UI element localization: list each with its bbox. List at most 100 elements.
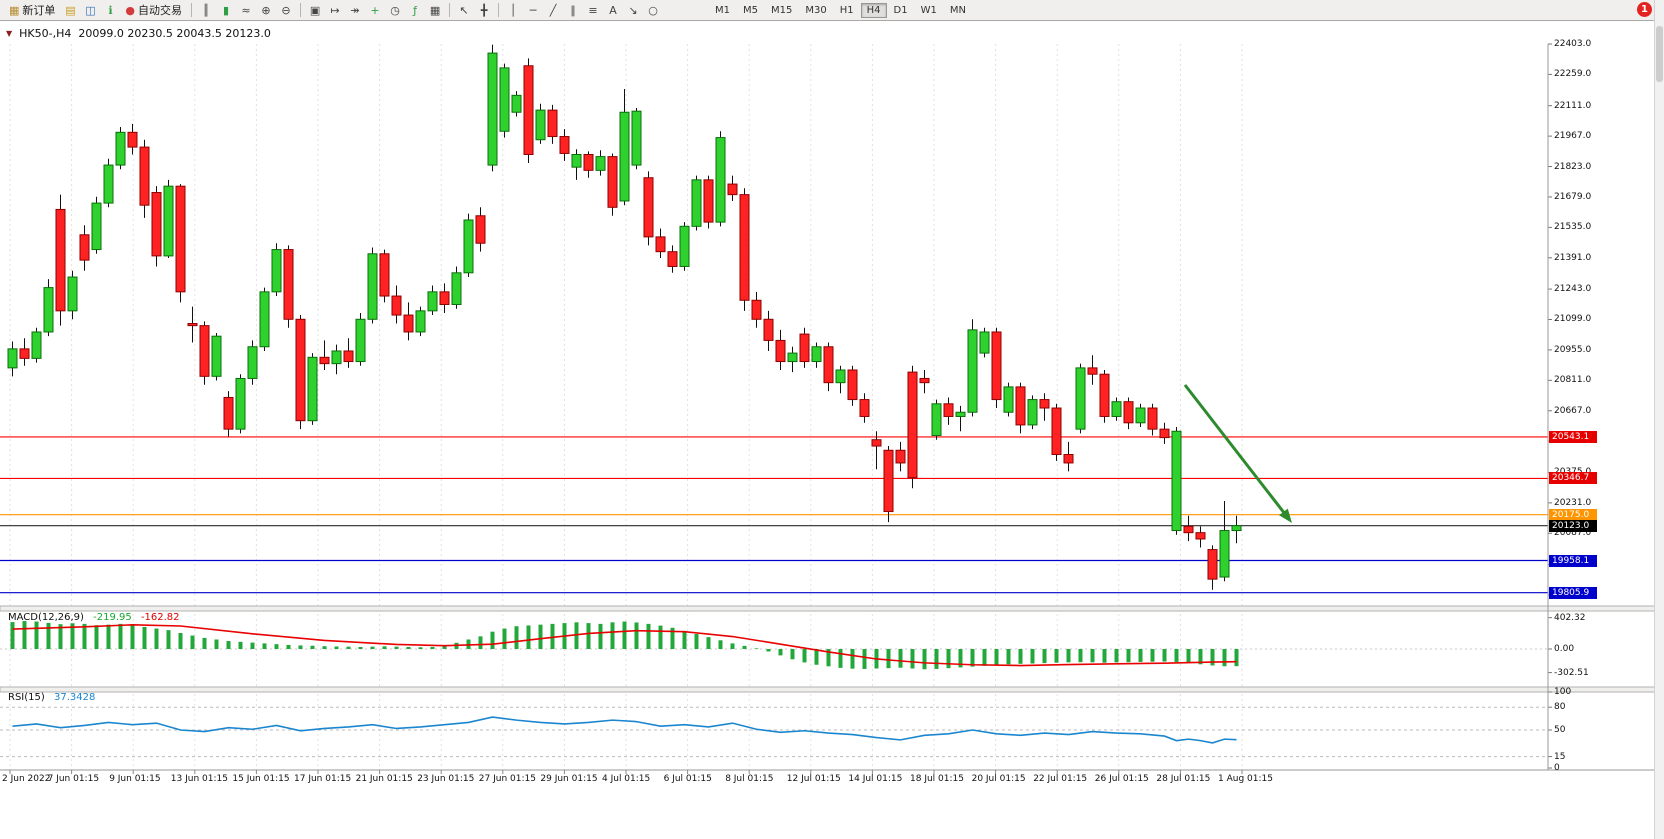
time-axis-label: 26 Jul 01:15 — [1094, 774, 1149, 784]
candlestick-chart-icon[interactable]: ▮ — [222, 3, 230, 17]
rsi-axis-label: 80 — [1554, 702, 1566, 713]
rsi-value: 37.3428 — [53, 692, 96, 703]
price-axis-label: 20811.0 — [1554, 375, 1592, 386]
time-axis-label: 21 Jun 01:15 — [355, 774, 413, 784]
chart-header: ▼ HK50-,H4 20099.0 20230.5 20043.5 20123… — [6, 27, 271, 40]
market-watch-icon[interactable]: ◫ — [85, 3, 96, 17]
auto-scroll-icon[interactable]: ↠ — [350, 3, 360, 17]
scrollbar-thumb[interactable] — [1656, 26, 1663, 82]
toolbar-separator — [449, 3, 451, 17]
time-axis-label: 20 Jul 01:15 — [971, 774, 1026, 784]
toolbar-separator — [300, 3, 302, 17]
time-axis-label: 23 Jun 01:15 — [417, 774, 475, 784]
price-axis-label: 20955.0 — [1554, 344, 1592, 355]
macd-signal-value: -162.82 — [140, 612, 180, 623]
price-badge: 19958.1 — [1549, 554, 1597, 567]
time-axis-label: 2 Jun 2022 — [2, 774, 51, 784]
rsi-axis-label: 100 — [1554, 687, 1572, 697]
timeframe-button-m30[interactable]: M30 — [805, 4, 827, 16]
macd-axis-label: 0.00 — [1554, 644, 1575, 654]
vertical-scrollbar[interactable] — [1654, 0, 1664, 839]
time-axis-label: 15 Jun 01:15 — [232, 774, 290, 784]
toolbar-separator — [498, 3, 500, 17]
rsi-axis-label: 0 — [1554, 763, 1560, 773]
time-axis-label: 27 Jun 01:15 — [478, 774, 536, 784]
price-axis-label: 21243.0 — [1554, 284, 1592, 295]
crosshair-icon[interactable]: ╋ — [480, 3, 488, 17]
charts-icon[interactable]: ▤ — [65, 3, 76, 17]
macd-name: MACD(12,26,9) — [8, 612, 84, 623]
timeframe-button-w1[interactable]: W1 — [920, 4, 937, 16]
price-axis-label: 20231.0 — [1554, 497, 1592, 508]
vertical-line-icon[interactable]: │ — [509, 3, 517, 17]
price-axis-label: 21967.0 — [1554, 131, 1592, 142]
timeframe-button-m1[interactable]: M1 — [715, 4, 731, 16]
new-order-button[interactable]: ▦ 新订单 — [4, 1, 60, 19]
price-axis-label: 21823.0 — [1554, 161, 1592, 172]
zoom-out-icon[interactable]: ⊖ — [281, 3, 291, 17]
autotrade-button-label: 自动交易 — [138, 4, 183, 17]
price-axis-label: 21535.0 — [1554, 222, 1592, 233]
toolbar-separator — [191, 3, 193, 17]
chart-menu-icon[interactable]: ▼ — [6, 29, 13, 38]
channel-icon[interactable]: ∥ — [570, 3, 576, 17]
price-axis-label: 22403.0 — [1554, 39, 1592, 49]
shapes-icon[interactable]: ○ — [648, 3, 658, 17]
rsi-axis-label: 50 — [1554, 725, 1566, 735]
indicators-icon[interactable]: ƒ — [413, 3, 417, 17]
chart-shift-icon[interactable]: ↦ — [330, 3, 340, 17]
zoom-in-icon[interactable]: ⊕ — [261, 3, 271, 17]
fibonacci-icon[interactable]: ≡ — [588, 3, 598, 17]
autotrade-button[interactable]: ● 自动交易 — [120, 1, 187, 19]
tile-windows-icon[interactable]: ▣ — [309, 3, 321, 17]
horizontal-line-icon[interactable]: ─ — [529, 3, 537, 17]
time-axis-label: 7 Jun 01:15 — [47, 774, 100, 784]
time-axis-label: 14 Jul 01:15 — [848, 774, 903, 784]
notification-badge[interactable]: 1 — [1637, 2, 1652, 17]
rsi-name: RSI(15) — [8, 692, 45, 703]
macd-label: MACD(12,26,9) -219.95 -162.82 — [8, 612, 186, 623]
price-axis-label: 20087.0 — [1554, 528, 1592, 539]
time-axis-label: 17 Jun 01:15 — [294, 774, 352, 784]
macd-axis-label: 402.32 — [1554, 612, 1586, 623]
templates-icon[interactable]: ▦ — [429, 3, 441, 17]
price-axis-label: 21391.0 — [1554, 252, 1592, 263]
price-badge: 20123.0 — [1549, 519, 1597, 532]
time-axis-label: 13 Jun 01:15 — [170, 774, 228, 784]
new-order-icon: ▦ — [9, 3, 20, 17]
price-axis-label: 20667.0 — [1554, 405, 1592, 416]
price-axis-label: 21679.0 — [1554, 191, 1592, 202]
timeframe-button-m15[interactable]: M15 — [771, 4, 793, 16]
chart-canvas[interactable] — [0, 21, 1664, 839]
new-order-button-label: 新订单 — [22, 4, 56, 17]
macd-value: -219.95 — [93, 612, 132, 623]
trendline-icon[interactable]: ╱ — [549, 3, 557, 17]
timeframe-button-mn[interactable]: MN — [949, 4, 966, 16]
timeframe-button-h4[interactable]: H4 — [860, 2, 887, 18]
timeframe-button-h1[interactable]: H1 — [839, 4, 854, 16]
arrows-icon[interactable]: ↘ — [628, 3, 638, 17]
price-badge: 20346.7 — [1549, 472, 1597, 485]
time-axis-label: 6 Jul 01:15 — [663, 774, 712, 784]
time-axis-label: 4 Jul 01:15 — [602, 774, 651, 784]
period-icon[interactable]: ◷ — [390, 3, 400, 17]
price-badge: 20175.0 — [1549, 508, 1597, 521]
time-axis-label: 9 Jun 01:15 — [109, 774, 161, 784]
data-window-icon[interactable]: ℹ — [108, 3, 113, 17]
time-axis-label: 29 Jun 01:15 — [540, 774, 598, 784]
bar-chart-icon[interactable]: ║ — [202, 3, 210, 17]
price-axis-label: 22111.0 — [1554, 100, 1592, 111]
autotrade-icon: ● — [125, 3, 136, 17]
chart-ohlc-values: 20099.0 20230.5 20043.5 20123.0 — [78, 27, 271, 40]
time-axis-label: 28 Jul 01:15 — [1156, 774, 1211, 784]
timeframe-button-d1[interactable]: D1 — [893, 4, 908, 16]
price-axis-label: 21099.0 — [1554, 314, 1592, 325]
line-chart-icon[interactable]: ≈ — [241, 3, 251, 17]
price-badge: 20543.1 — [1549, 430, 1597, 443]
cursor-icon[interactable]: ↖ — [459, 3, 469, 17]
text-icon[interactable]: A — [609, 3, 617, 17]
chart-symbol-period: HK50-,H4 — [19, 27, 72, 40]
new-chart-icon[interactable]: + — [370, 3, 380, 17]
timeframe-button-m5[interactable]: M5 — [743, 4, 759, 16]
rsi-label: RSI(15) 37.3428 — [8, 692, 101, 703]
